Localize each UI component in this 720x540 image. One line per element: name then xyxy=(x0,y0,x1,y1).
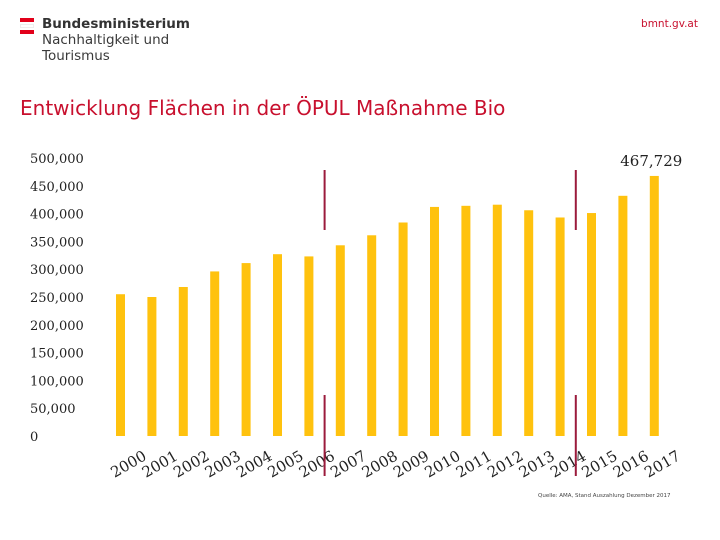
bar-2010 xyxy=(430,207,439,436)
bar-2009 xyxy=(399,222,408,436)
source-note: Quelle: AMA, Stand Auszahlung Dezember 2… xyxy=(538,493,670,499)
bar-2001 xyxy=(147,297,156,436)
y-tick-label: 400,000 xyxy=(30,208,84,223)
y-tick-label: 450,000 xyxy=(30,180,84,195)
y-tick-label: 300,000 xyxy=(30,263,84,278)
y-tick-label: 500,000 xyxy=(30,152,84,167)
bar-2017 xyxy=(650,176,659,436)
x-tick-label: 2017 xyxy=(641,447,683,482)
bar-2014 xyxy=(556,217,565,436)
y-tick-label: 150,000 xyxy=(30,347,84,362)
data-label: 467,729 xyxy=(620,152,682,170)
bar-2005 xyxy=(273,254,282,436)
bar-2003 xyxy=(210,271,219,436)
bar-2004 xyxy=(242,263,251,436)
bar-2002 xyxy=(179,287,188,436)
y-tick-label: 350,000 xyxy=(30,235,84,250)
bar-2012 xyxy=(493,205,502,436)
bar-2013 xyxy=(524,210,533,436)
y-tick-label: 250,000 xyxy=(30,291,84,306)
bar-2016 xyxy=(618,196,627,436)
bar-2008 xyxy=(367,235,376,436)
bar-2007 xyxy=(336,245,345,436)
bar-2015 xyxy=(587,213,596,436)
y-tick-label: 0 xyxy=(30,430,38,445)
y-tick-label: 100,000 xyxy=(30,374,84,389)
bar-2011 xyxy=(461,206,470,436)
y-tick-label: 50,000 xyxy=(30,402,76,417)
y-tick-label: 200,000 xyxy=(30,319,84,334)
bar-2006 xyxy=(304,256,313,436)
bar-2000 xyxy=(116,294,125,436)
